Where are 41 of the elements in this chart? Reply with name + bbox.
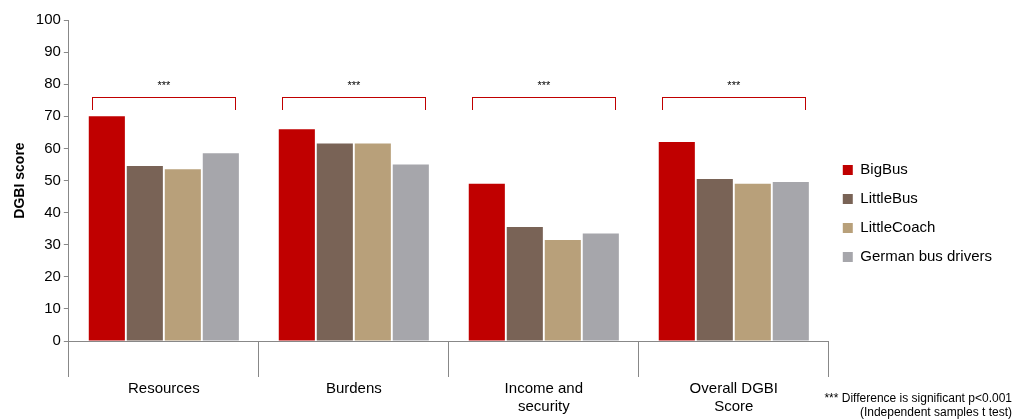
y-tick-label: 60 — [44, 138, 61, 156]
bar — [772, 182, 809, 341]
bar — [734, 183, 771, 341]
y-tick-label: 90 — [44, 42, 61, 60]
legend-label: German bus drivers — [860, 247, 993, 265]
y-axis-title: DGBI score — [11, 142, 28, 219]
bar — [392, 164, 429, 341]
annotation: *** — [347, 79, 361, 92]
legend-label: LittleCoach — [860, 218, 936, 236]
bar — [278, 129, 315, 341]
y-tick-label: 80 — [44, 74, 61, 92]
bar — [164, 169, 201, 341]
bar — [202, 153, 239, 341]
y-tick-label: 70 — [44, 106, 61, 124]
bar — [126, 166, 163, 341]
y-tick-label: 20 — [44, 266, 61, 284]
y-tick-label: 0 — [52, 331, 61, 349]
x-tick-label: Income and security — [504, 379, 583, 415]
annotation: *** — [157, 79, 171, 92]
bar — [316, 143, 353, 341]
x-tick-label: Overall DGBI Score — [689, 379, 778, 415]
bar — [468, 183, 505, 341]
legend-label: BigBus — [860, 160, 908, 178]
bar — [506, 227, 543, 341]
bar — [88, 116, 125, 341]
legend-label: LittleBus — [860, 189, 918, 207]
bar — [544, 239, 581, 341]
bar — [658, 141, 695, 341]
annotation: *** — [537, 79, 551, 92]
bar — [696, 178, 733, 341]
text: *** Difference is significant p<0.001 (Independent samples t test) — [784, 391, 1012, 419]
y-tick-label: 100 — [35, 10, 61, 28]
y-tick-label: 40 — [44, 202, 61, 220]
y-tick-label: 30 — [44, 234, 61, 252]
y-tick-label: 50 — [44, 170, 61, 188]
annotation: *** — [727, 79, 741, 92]
bar — [582, 233, 619, 341]
x-tick-label: Resources — [127, 379, 200, 397]
y-tick-label: 10 — [44, 299, 61, 317]
bar — [354, 143, 391, 341]
x-tick-label: Burdens — [325, 379, 382, 397]
